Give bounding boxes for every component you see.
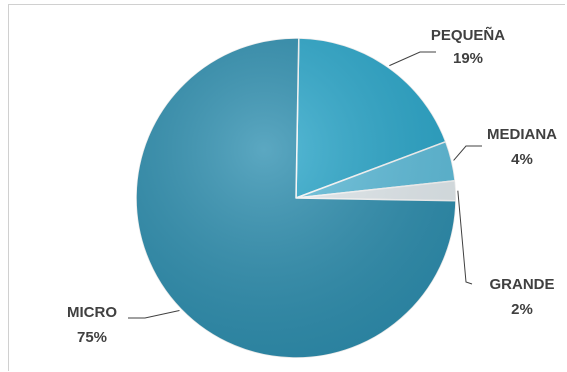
slice-label-pequena: PEQUEÑA bbox=[431, 26, 505, 44]
leader-lines bbox=[128, 51, 482, 319]
slice-value-micro: 75% bbox=[77, 329, 107, 346]
slice-value-grande: 2% bbox=[511, 301, 533, 318]
slice-label-grande: GRANDE bbox=[489, 276, 554, 293]
slice-labels: PEQUEÑA 19% MEDIANA 4% GRANDE 2% MICRO 75% bbox=[67, 26, 557, 346]
slice-value-mediana: 4% bbox=[511, 151, 533, 168]
slice-label-mediana: MEDIANA bbox=[487, 126, 557, 143]
leader-line-micro bbox=[128, 310, 180, 319]
slice-value-pequena: 19% bbox=[453, 50, 483, 67]
leader-line-grande bbox=[457, 190, 473, 285]
leader-line-mediana bbox=[453, 145, 482, 161]
chart-frame bbox=[8, 4, 565, 371]
leader-line-pequena bbox=[389, 51, 436, 67]
pie-slices bbox=[135, 37, 457, 359]
slice-label-micro: MICRO bbox=[67, 304, 117, 321]
